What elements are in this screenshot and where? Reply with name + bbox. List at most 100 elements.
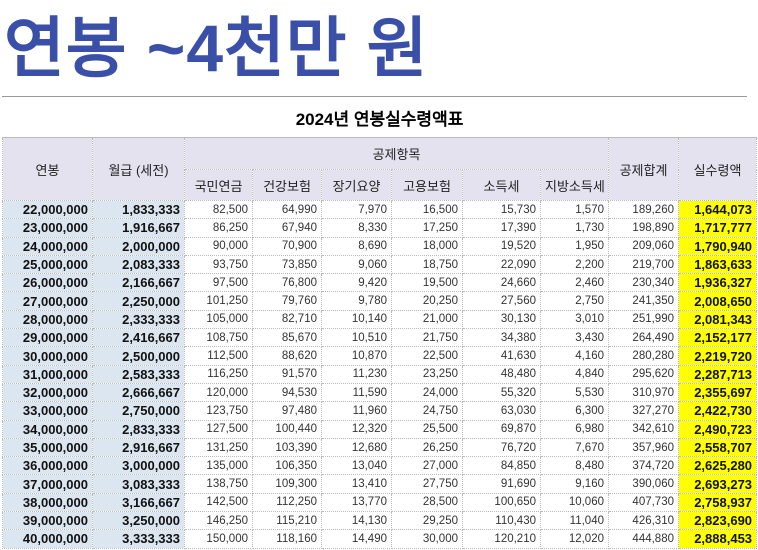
cell-total-deduction: 219,700 — [608, 254, 679, 275]
cell-local-tax: 4,840 — [540, 364, 609, 384]
cell-net: 2,758,937 — [677, 492, 758, 513]
cell-net: 2,081,343 — [677, 309, 758, 330]
cell-monthly: 2,416,667 — [92, 328, 185, 348]
cell-monthly: 2,583,333 — [92, 364, 185, 384]
cell-longterm-care: 8,330 — [321, 218, 392, 238]
table-row: 32,000,000 2,666,667 120,000 94,530 11,590 24… — [2, 382, 758, 403]
cell-employment: 18,750 — [391, 254, 463, 275]
table-row: 38,000,000 3,166,667 142,500 112,250 13,770 2… — [2, 492, 758, 513]
cell-local-tax: 12,020 — [540, 529, 609, 549]
cell-total-deduction: 189,260 — [608, 199, 679, 220]
cell-health: 79,760 — [252, 291, 322, 311]
cell-total-deduction: 209,060 — [608, 236, 679, 256]
cell-health: 85,670 — [252, 328, 322, 348]
cell-net: 2,490,723 — [677, 419, 758, 439]
cell-monthly: 2,916,667 — [92, 437, 185, 458]
table-row: 26,000,000 2,166,667 97,500 76,800 9,420 19,5… — [2, 273, 758, 293]
cell-employment: 22,500 — [391, 346, 463, 366]
cell-pension: 116,250 — [184, 364, 253, 384]
cell-monthly: 2,666,667 — [92, 382, 185, 403]
table-row: 31,000,000 2,583,333 116,250 91,570 11,230 23… — [2, 364, 758, 384]
cell-income-tax: 27,560 — [462, 291, 541, 311]
cell-salary: 34,000,000 — [2, 419, 93, 439]
cell-net: 2,693,273 — [677, 474, 758, 494]
cell-monthly: 2,333,333 — [92, 309, 185, 330]
cell-pension: 108,750 — [184, 328, 253, 348]
cell-health: 97,480 — [252, 401, 322, 421]
cell-local-tax: 4,160 — [540, 346, 609, 366]
cell-total-deduction: 251,990 — [608, 309, 679, 330]
cell-net: 2,355,697 — [677, 382, 758, 403]
cell-total-deduction: 390,060 — [608, 474, 679, 494]
cell-income-tax: 41,630 — [462, 346, 541, 366]
cell-health: 106,350 — [252, 456, 322, 476]
cell-monthly: 1,833,333 — [92, 199, 185, 220]
cell-employment: 26,250 — [391, 437, 463, 458]
cell-net: 2,287,713 — [677, 364, 758, 384]
salary-table: 2024년 연봉실수령액표 연봉 월급 (세전) 공제항목 공제합계 실수령액 … — [2, 97, 758, 549]
cell-health: 67,940 — [252, 218, 322, 238]
cell-salary: 22,000,000 — [2, 199, 93, 220]
cell-local-tax: 6,300 — [540, 401, 609, 421]
table-row: 34,000,000 2,833,333 127,500 100,440 12,320 2… — [2, 419, 758, 439]
cell-health: 112,250 — [252, 492, 322, 513]
cell-local-tax: 1,570 — [540, 199, 609, 220]
table-body: 22,000,000 1,833,333 82,500 64,990 7,970 16,5… — [2, 199, 758, 549]
cell-employment: 20,250 — [391, 291, 463, 311]
header-employment: 고용보험 — [391, 169, 463, 201]
cell-longterm-care: 9,420 — [321, 273, 392, 293]
cell-longterm-care: 11,230 — [321, 364, 392, 384]
table-row: 37,000,000 3,083,333 138,750 109,300 13,410 2… — [2, 474, 758, 494]
cell-pension: 127,500 — [184, 419, 253, 439]
cell-income-tax: 120,210 — [462, 529, 541, 549]
cell-longterm-care: 14,130 — [321, 511, 392, 531]
cell-employment: 19,500 — [391, 273, 463, 293]
cell-employment: 21,000 — [391, 309, 463, 330]
table-row: 30,000,000 2,500,000 112,500 88,620 10,870 22… — [2, 346, 758, 366]
cell-longterm-care: 11,590 — [321, 382, 392, 403]
cell-longterm-care: 13,040 — [321, 456, 392, 476]
cell-total-deduction: 374,720 — [608, 456, 679, 476]
cell-income-tax: 55,320 — [462, 382, 541, 403]
cell-net: 2,625,280 — [677, 456, 758, 476]
cell-salary: 27,000,000 — [2, 291, 93, 311]
cell-employment: 24,000 — [391, 382, 463, 403]
cell-total-deduction: 444,880 — [608, 529, 679, 549]
cell-employment: 23,250 — [391, 364, 463, 384]
cell-income-tax: 84,850 — [462, 456, 541, 476]
cell-net: 2,422,730 — [677, 401, 758, 421]
table-row: 24,000,000 2,000,000 90,000 70,900 8,690 18,0… — [2, 236, 758, 256]
cell-total-deduction: 198,890 — [608, 218, 679, 238]
cell-salary: 33,000,000 — [2, 401, 93, 421]
cell-net: 2,888,453 — [677, 529, 758, 549]
cell-health: 109,300 — [252, 474, 322, 494]
header-total-deduction: 공제합계 — [608, 137, 679, 201]
cell-monthly: 2,083,333 — [92, 254, 185, 275]
cell-net: 1,644,073 — [677, 199, 758, 220]
cell-health: 115,210 — [252, 511, 322, 531]
cell-monthly: 2,000,000 — [92, 236, 185, 256]
cell-net: 2,558,707 — [677, 437, 758, 458]
cell-longterm-care: 10,870 — [321, 346, 392, 366]
cell-salary: 23,000,000 — [2, 218, 93, 238]
cell-pension: 123,750 — [184, 401, 253, 421]
table-row: 22,000,000 1,833,333 82,500 64,990 7,970 16,5… — [2, 199, 758, 220]
cell-local-tax: 9,160 — [540, 474, 609, 494]
cell-monthly: 2,750,000 — [92, 401, 185, 421]
cell-net: 2,219,720 — [677, 346, 758, 366]
table-row: 29,000,000 2,416,667 108,750 85,670 10,510 21… — [2, 328, 758, 348]
cell-longterm-care: 8,690 — [321, 236, 392, 256]
header-health: 건강보험 — [252, 169, 322, 201]
cell-local-tax: 3,010 — [540, 309, 609, 330]
cell-pension: 93,750 — [184, 254, 253, 275]
cell-pension: 146,250 — [184, 511, 253, 531]
table-row: 23,000,000 1,916,667 86,250 67,940 8,330 17,2… — [2, 218, 758, 238]
cell-pension: 135,000 — [184, 456, 253, 476]
cell-pension: 86,250 — [184, 218, 253, 238]
header-monthly: 월급 (세전) — [92, 137, 185, 201]
cell-pension: 120,000 — [184, 382, 253, 403]
cell-monthly: 3,166,667 — [92, 492, 185, 513]
cell-employment: 21,750 — [391, 328, 463, 348]
cell-income-tax: 100,650 — [462, 492, 541, 513]
cell-total-deduction: 357,960 — [608, 437, 679, 458]
